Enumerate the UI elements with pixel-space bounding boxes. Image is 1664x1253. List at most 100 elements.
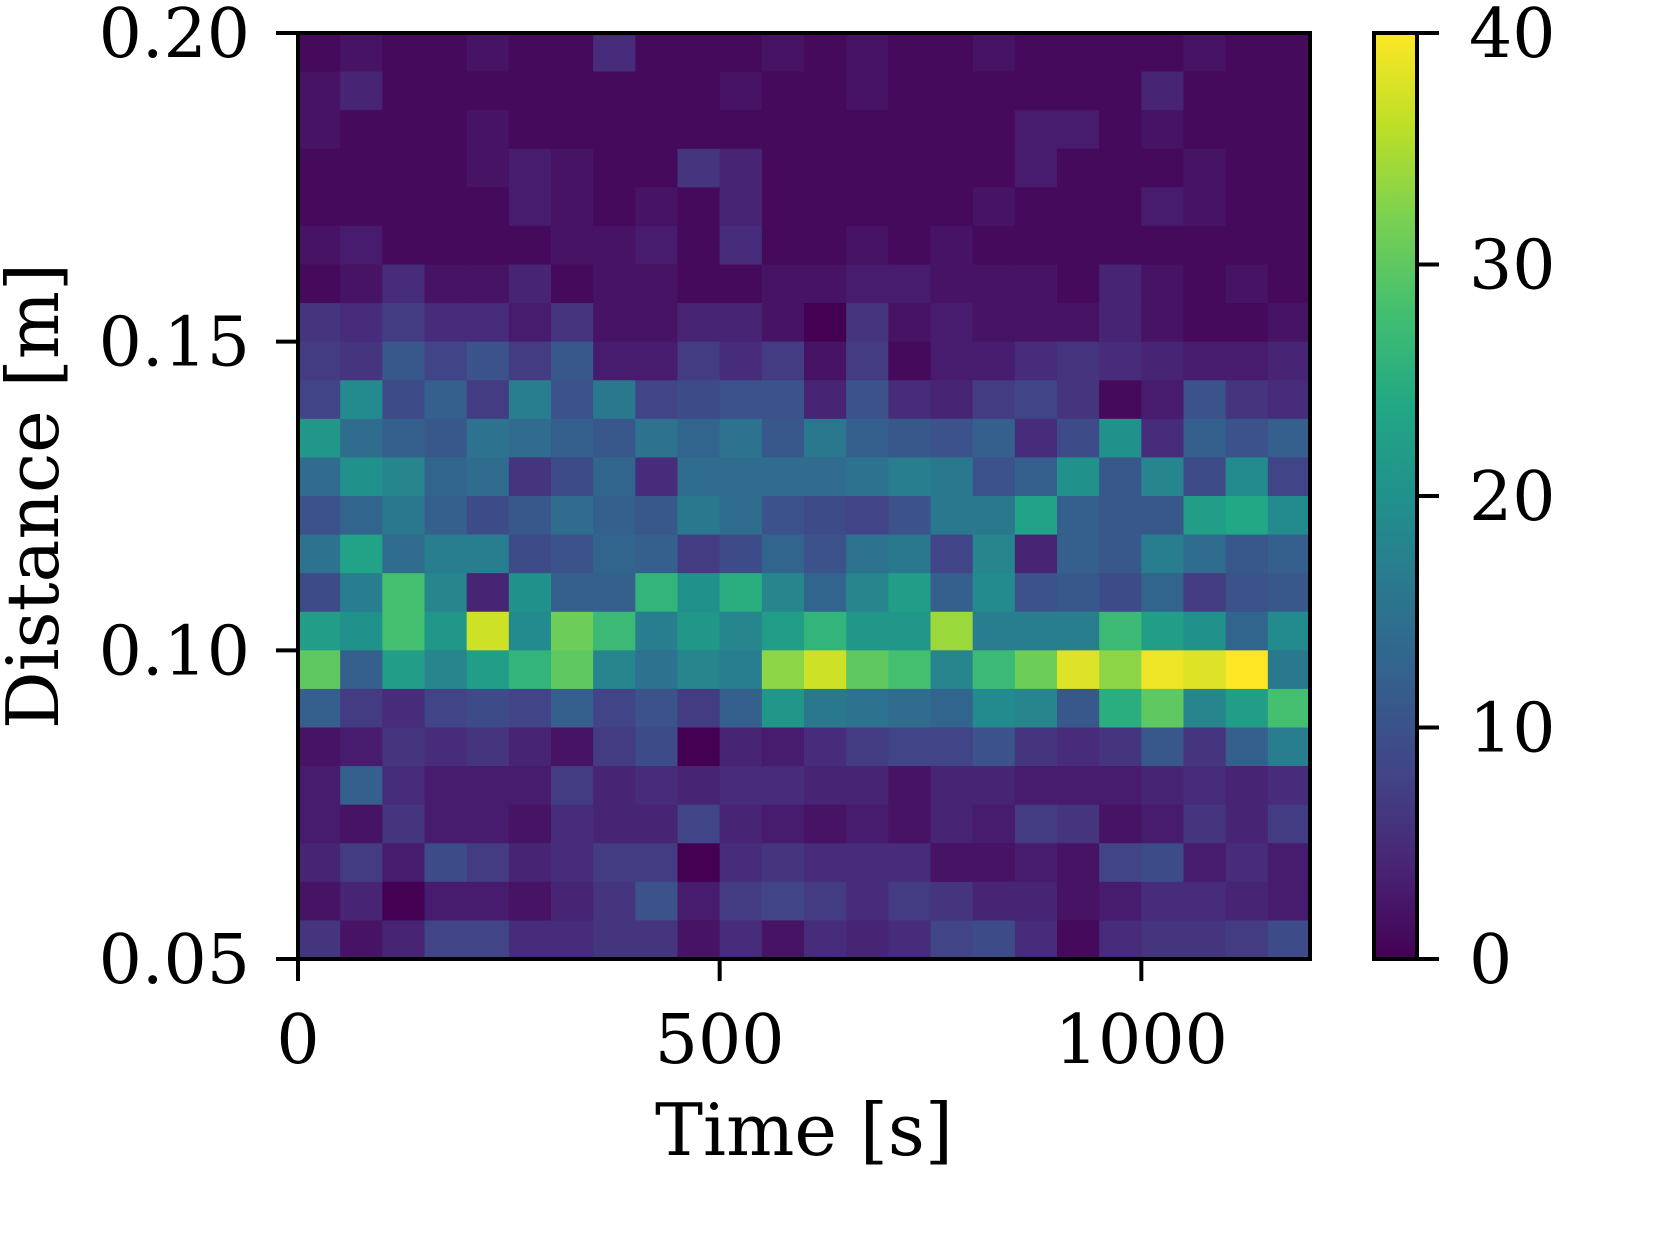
heatmap-cell bbox=[1141, 264, 1185, 304]
heatmap-cell bbox=[298, 71, 341, 111]
heatmap-cell bbox=[635, 650, 679, 690]
heatmap-cell bbox=[340, 573, 383, 613]
heatmap-cell bbox=[804, 341, 847, 381]
heatmap-cell bbox=[1225, 843, 1269, 883]
heatmap-cell bbox=[1099, 264, 1142, 304]
heatmap-cell bbox=[972, 303, 1016, 343]
heatmap-cell bbox=[1183, 843, 1227, 883]
heatmap-cell bbox=[1099, 573, 1142, 613]
heatmap-cell bbox=[677, 496, 721, 536]
heatmap-cell bbox=[804, 457, 847, 497]
heatmap-cell bbox=[1225, 688, 1269, 729]
heatmap-cell bbox=[1225, 187, 1269, 227]
y-tick-label: 0.05 bbox=[99, 921, 250, 1000]
heatmap-cell bbox=[888, 920, 932, 960]
heatmap-cell bbox=[1057, 766, 1100, 806]
heatmap-cell bbox=[930, 650, 974, 690]
heatmap-cell bbox=[508, 843, 552, 883]
heatmap-cell bbox=[466, 766, 510, 806]
heatmap-cell bbox=[888, 804, 932, 844]
heatmap-cell bbox=[930, 766, 974, 806]
heatmap-cell bbox=[424, 110, 468, 150]
heatmap-cell bbox=[298, 843, 341, 883]
heatmap-cell bbox=[761, 611, 805, 651]
heatmap-cell bbox=[1183, 573, 1227, 613]
heatmap-cell bbox=[382, 187, 426, 227]
heatmap-cell bbox=[635, 380, 679, 420]
heatmap-cell bbox=[424, 650, 468, 690]
heatmap-cell bbox=[382, 611, 426, 651]
heatmap-cell bbox=[972, 71, 1016, 111]
heatmap-cell bbox=[593, 303, 636, 343]
heatmap-cell bbox=[719, 110, 763, 150]
heatmap-cell bbox=[382, 804, 426, 844]
heatmap-cell bbox=[551, 418, 594, 459]
heatmap-cell bbox=[804, 534, 847, 574]
heatmap-cell bbox=[846, 380, 889, 420]
heatmap-cell bbox=[593, 380, 636, 420]
heatmap-cell bbox=[1099, 303, 1142, 343]
heatmap-cell bbox=[888, 496, 932, 536]
heatmap-cell bbox=[508, 766, 552, 806]
heatmap-cell bbox=[804, 727, 847, 767]
heatmap-cell bbox=[804, 688, 847, 729]
heatmap-cell bbox=[1225, 418, 1269, 459]
heatmap-cell bbox=[930, 264, 974, 304]
heatmap-cell bbox=[930, 804, 974, 844]
heatmap-cell bbox=[1057, 534, 1100, 574]
heatmap-cell bbox=[1225, 611, 1269, 651]
heatmap-cell bbox=[424, 766, 468, 806]
heatmap-cell bbox=[1267, 71, 1311, 111]
plot-frame bbox=[296, 31, 1312, 961]
heatmap-cell bbox=[1014, 843, 1058, 883]
heatmap-cell bbox=[340, 881, 383, 922]
heatmap-cell bbox=[677, 573, 721, 613]
heatmap-cell bbox=[424, 33, 468, 73]
heatmap-cell bbox=[1141, 688, 1185, 729]
heatmap-cell bbox=[677, 33, 721, 73]
heatmap-cell bbox=[340, 418, 383, 459]
x-tick-label: 1000 bbox=[1055, 1001, 1228, 1080]
heatmap-cell bbox=[1141, 341, 1185, 381]
heatmap-cell bbox=[1099, 496, 1142, 536]
heatmap-cell bbox=[382, 650, 426, 690]
heatmap-cell bbox=[508, 33, 552, 73]
heatmap-cell bbox=[761, 33, 805, 73]
heatmap-cell bbox=[382, 264, 426, 304]
heatmap-cell bbox=[551, 264, 594, 304]
heatmap-cell bbox=[551, 71, 594, 111]
heatmap-cell bbox=[466, 534, 510, 574]
heatmap-cell bbox=[1267, 766, 1311, 806]
heatmap-cell bbox=[1225, 573, 1269, 613]
heatmap-cell bbox=[719, 418, 763, 459]
heatmap-cell bbox=[551, 534, 594, 574]
heatmap-cell bbox=[298, 264, 341, 304]
heatmap-cell bbox=[1014, 534, 1058, 574]
heatmap-cell bbox=[593, 920, 636, 960]
heatmap-cell bbox=[1267, 688, 1311, 729]
heatmap-cell bbox=[972, 804, 1016, 844]
heatmap-cell bbox=[551, 148, 594, 188]
heatmap-cell bbox=[298, 611, 341, 651]
heatmap-cell bbox=[719, 496, 763, 536]
heatmap-cell bbox=[1267, 418, 1311, 459]
heatmap-cell bbox=[1141, 225, 1185, 266]
heatmap-cell bbox=[1099, 380, 1142, 420]
heatmap-cell bbox=[466, 148, 510, 188]
heatmap-cell bbox=[593, 804, 636, 844]
heatmap-cell bbox=[1014, 496, 1058, 536]
heatmap-cell bbox=[551, 33, 594, 73]
heatmap-cell bbox=[1267, 303, 1311, 343]
heatmap-cell bbox=[1225, 727, 1269, 767]
heatmap-cell bbox=[635, 804, 679, 844]
heatmap-cell bbox=[930, 418, 974, 459]
heatmap-cell bbox=[1141, 650, 1185, 690]
heatmap-cell bbox=[1225, 264, 1269, 304]
heatmap-cell bbox=[466, 920, 510, 960]
heatmap-cell bbox=[804, 225, 847, 266]
heatmap-cell bbox=[1267, 110, 1311, 150]
heatmap-cell bbox=[888, 727, 932, 767]
heatmap-cell bbox=[1141, 766, 1185, 806]
heatmap-cell bbox=[340, 920, 383, 960]
heatmap-cell bbox=[424, 881, 468, 922]
